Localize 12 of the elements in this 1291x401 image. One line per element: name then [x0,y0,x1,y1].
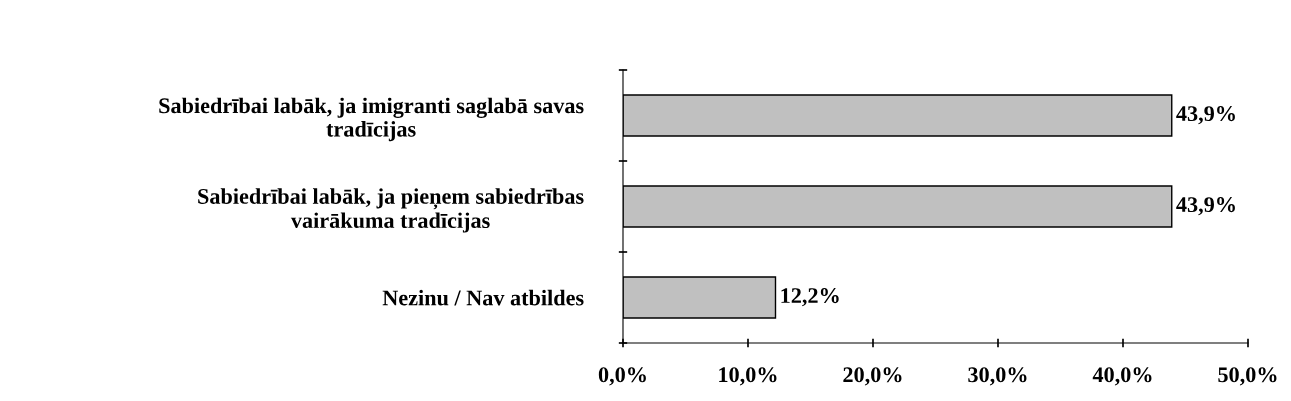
x-tick-label: 50,0% [1218,367,1277,386]
data-label: 43,9% [1176,106,1235,125]
x-tick-label: 10,0% [719,367,777,386]
data-label: 12,2% [781,288,839,307]
y-tick-label: Sabiedrībai labāk, ja imigranti saglabā savas tradīcijas [159,97,584,142]
x-tick-label: 40,0% [1092,367,1152,386]
data-label: 43,9% [1176,197,1235,216]
y-tick-label: Nezinu / Nav atbildes [382,289,584,306]
x-tick-label: 20,0% [843,367,902,386]
x-tick-label: 30,0% [968,367,1027,386]
x-tick-label: 0,0% [598,367,646,386]
y-tick-label: Sabiedrībai labāk, ja pieņem sabiedrības vairākuma tradīcijas [198,188,584,233]
